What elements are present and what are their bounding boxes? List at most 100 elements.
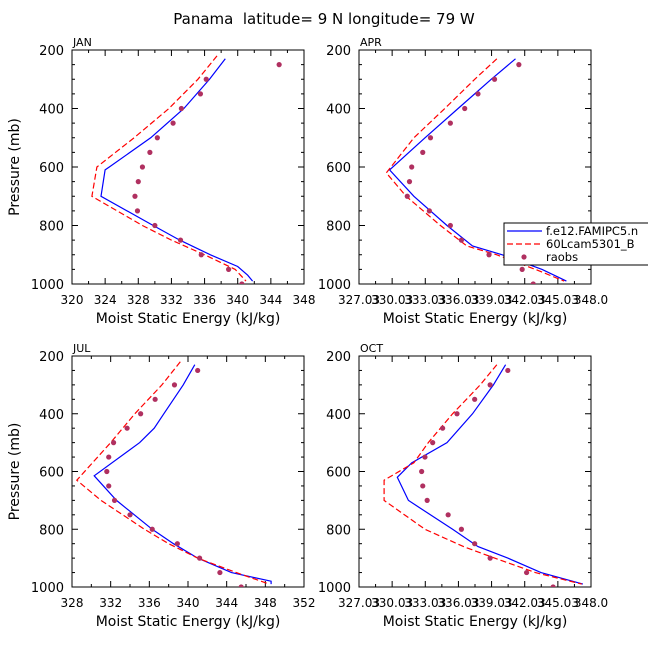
series-line-dashed bbox=[75, 361, 270, 585]
x-tick-label: 348.0 bbox=[574, 596, 608, 610]
series-line-dashed bbox=[383, 364, 582, 585]
raobs-point bbox=[149, 526, 155, 532]
x-tick-label: 330.03 bbox=[371, 596, 413, 610]
x-tick-label: 336 bbox=[138, 596, 161, 610]
raobs-point bbox=[487, 382, 493, 388]
raobs-point bbox=[152, 396, 158, 402]
series-line-model bbox=[396, 364, 584, 585]
x-tick-label: 345.03 bbox=[537, 596, 579, 610]
series-line-dashed bbox=[91, 55, 247, 282]
y-tick-label: 800 bbox=[326, 523, 351, 538]
y-tick-label: 1000 bbox=[318, 278, 351, 293]
raobs-point bbox=[458, 237, 465, 243]
raobs-point bbox=[530, 281, 536, 284]
y-tick-label: 400 bbox=[326, 103, 351, 118]
y-tick-label: 1000 bbox=[318, 581, 351, 596]
data-area bbox=[383, 364, 584, 587]
x-tick-label: 340 bbox=[226, 293, 249, 307]
x-tick-label: 332 bbox=[160, 293, 183, 307]
raobs-point bbox=[134, 208, 141, 214]
legend-swatch-marker bbox=[521, 254, 527, 260]
raobs-point bbox=[505, 367, 511, 374]
raobs-point bbox=[475, 91, 481, 97]
raobs-point bbox=[135, 179, 141, 185]
x-axis-label: Moist Static Energy (kJ/kg) bbox=[96, 614, 281, 630]
y-tick-label: 200 bbox=[326, 350, 351, 365]
x-tick-label: 344 bbox=[215, 596, 238, 610]
raobs-point bbox=[177, 237, 184, 243]
x-tick-label: 342.03 bbox=[504, 596, 546, 610]
raobs-point bbox=[447, 120, 453, 126]
x-tick-label: 333.03 bbox=[404, 596, 446, 610]
raobs-point bbox=[203, 76, 209, 82]
panel-label: JUL bbox=[72, 342, 91, 355]
x-tick-label: 332 bbox=[99, 596, 122, 610]
raobs-point bbox=[276, 62, 282, 68]
data-area bbox=[75, 361, 272, 587]
raobs-point bbox=[406, 179, 413, 185]
raobs-point bbox=[110, 440, 117, 446]
panel-oct: OCT 200 400 600 800 1000327.03330.03333.03336… bbox=[318, 342, 608, 630]
x-tick-label: 340 bbox=[177, 596, 200, 610]
raobs-point bbox=[147, 149, 153, 155]
raobs-point bbox=[170, 120, 176, 126]
raobs-point bbox=[426, 208, 432, 214]
raobs-point bbox=[550, 584, 556, 587]
raobs-point bbox=[422, 454, 428, 460]
legend-entry: raobs bbox=[546, 250, 578, 264]
raobs-point bbox=[152, 222, 158, 229]
y-tick-label: 400 bbox=[326, 408, 351, 423]
raobs-point bbox=[420, 483, 426, 489]
raobs-point bbox=[420, 149, 426, 155]
x-tick-label: 330.03 bbox=[371, 293, 413, 307]
y-tick-label: 200 bbox=[39, 44, 64, 59]
series-line-model bbox=[93, 364, 272, 585]
legend-entry: 60Lcam5301_B bbox=[546, 237, 635, 251]
y-tick-label: 200 bbox=[326, 44, 351, 59]
raobs-point bbox=[127, 512, 133, 518]
raobs-point bbox=[106, 454, 112, 460]
raobs-point bbox=[139, 164, 146, 170]
y-tick-label: 800 bbox=[39, 523, 64, 538]
raobs-point bbox=[404, 193, 410, 199]
raobs-point bbox=[472, 396, 478, 402]
y-tick-label: 400 bbox=[39, 408, 64, 423]
x-tick-label: 348 bbox=[254, 596, 277, 610]
raobs-point bbox=[171, 382, 178, 388]
figure-title: Panama latitude= 9 N longitude= 79 W bbox=[173, 10, 475, 28]
x-tick-label: 328 bbox=[61, 596, 84, 610]
x-tick-label: 339.03 bbox=[471, 596, 513, 610]
series-line-model bbox=[100, 58, 254, 282]
x-axis-label: Moist Static Energy (kJ/kg) bbox=[96, 311, 281, 327]
x-tick-label: 345.03 bbox=[537, 293, 579, 307]
raobs-point bbox=[454, 411, 460, 417]
raobs-point bbox=[111, 497, 118, 503]
raobs-point bbox=[226, 266, 232, 272]
raobs-point bbox=[238, 584, 244, 587]
y-tick-label: 800 bbox=[39, 220, 64, 235]
y-axis-label: Pressure (mb) bbox=[7, 423, 23, 521]
x-tick-label: 328 bbox=[127, 293, 150, 307]
raobs-point bbox=[519, 266, 525, 272]
x-tick-label: 348.0 bbox=[574, 293, 608, 307]
raobs-point bbox=[458, 526, 465, 532]
raobs-point bbox=[440, 425, 446, 431]
raobs-point bbox=[124, 425, 130, 431]
x-tick-label: 327.03 bbox=[338, 293, 380, 307]
raobs-point bbox=[445, 512, 451, 518]
raobs-point bbox=[427, 135, 434, 141]
raobs-point bbox=[424, 497, 430, 503]
panel-label: JAN bbox=[72, 36, 92, 49]
raobs-point bbox=[447, 222, 453, 229]
raobs-point bbox=[409, 164, 415, 170]
raobs-point bbox=[239, 281, 245, 284]
raobs-point bbox=[486, 252, 492, 258]
y-tick-label: 400 bbox=[39, 103, 64, 118]
y-tick-label: 600 bbox=[39, 161, 64, 176]
panel-label: APR bbox=[360, 36, 382, 49]
x-tick-label: 320 bbox=[61, 293, 84, 307]
raobs-point bbox=[491, 76, 498, 82]
